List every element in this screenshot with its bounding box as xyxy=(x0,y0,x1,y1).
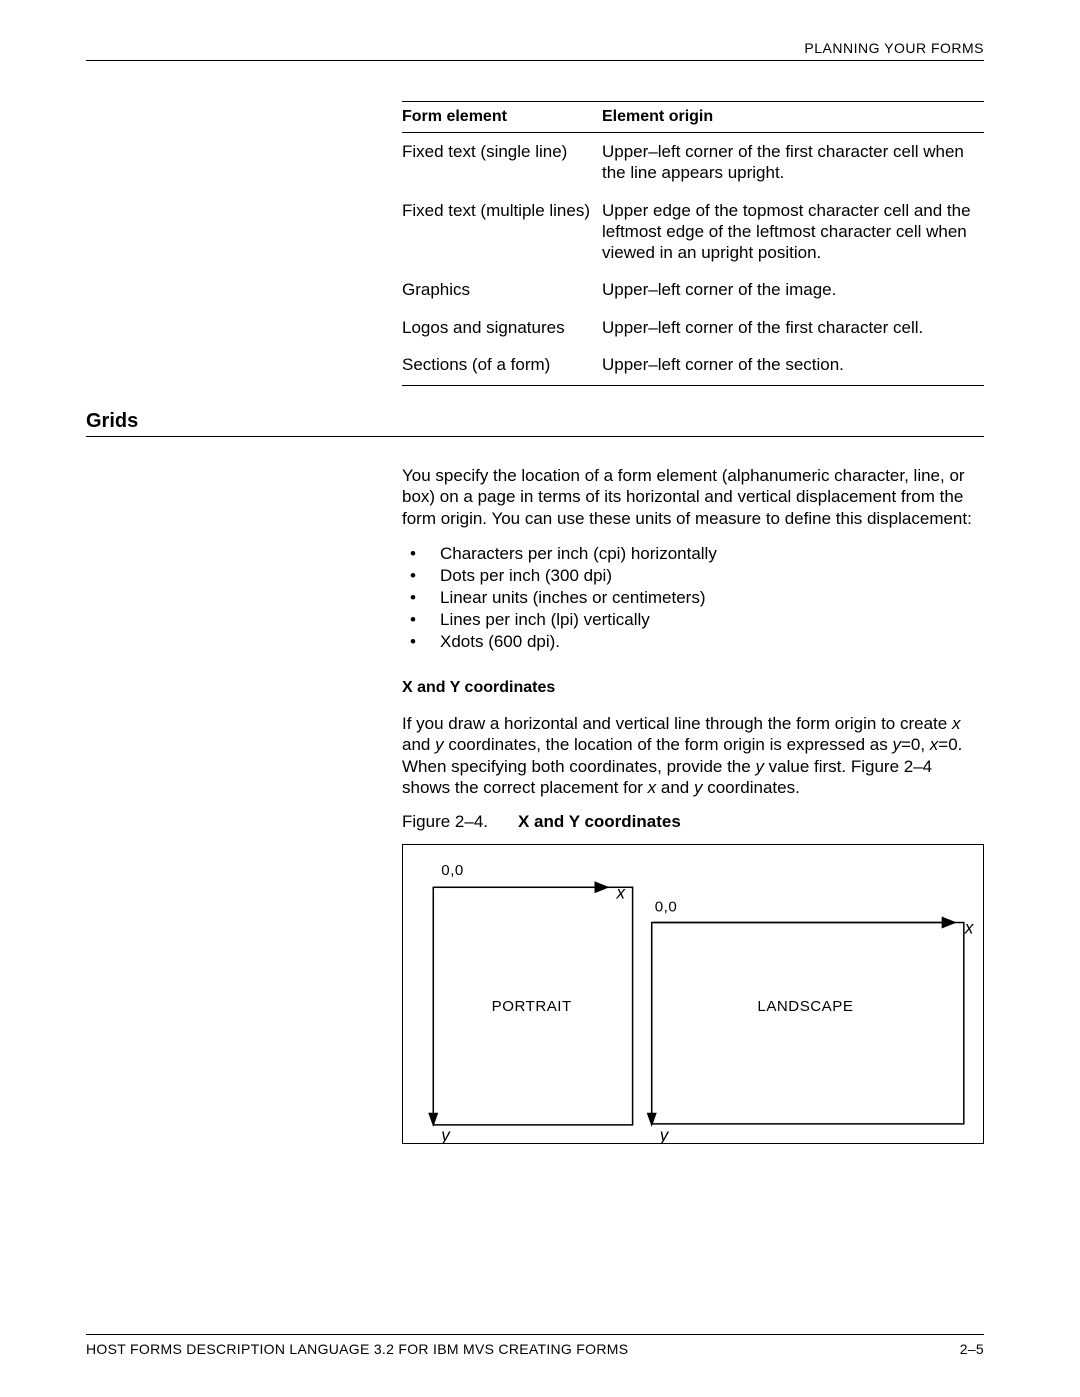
text-run: coordinates, the location of the form or… xyxy=(444,735,893,754)
table-row: Sections (of a form) Upper–left corner o… xyxy=(402,346,984,386)
cell-element: Fixed text (single line) xyxy=(402,133,602,192)
x-label-landscape: x xyxy=(964,919,975,938)
list-item: Dots per inch (300 dpi) xyxy=(402,565,984,587)
cell-element: Sections (of a form) xyxy=(402,346,602,386)
text-run: and xyxy=(402,735,435,754)
coord-paragraph: If you draw a horizontal and vertical li… xyxy=(402,713,984,798)
text-run-italic: x xyxy=(952,714,961,733)
elements-table-zone: Form element Element origin Fixed text (… xyxy=(402,101,984,386)
text-run-italic: y xyxy=(435,735,444,754)
cell-origin: Upper–left corner of the image. xyxy=(602,271,984,308)
subheading: X and Y coordinates xyxy=(402,679,984,697)
units-list: Characters per inch (cpi) horizontally D… xyxy=(402,543,984,653)
text-run: =0, xyxy=(901,735,930,754)
figure-number: Figure 2–4. xyxy=(402,812,488,831)
table-row: Graphics Upper–left corner of the image. xyxy=(402,271,984,308)
section-heading: Grids xyxy=(86,410,984,433)
cell-element: Graphics xyxy=(402,271,602,308)
text-run: and xyxy=(656,778,694,797)
cell-origin: Upper–left corner of the first character… xyxy=(602,309,984,346)
landscape-label: LANDSCAPE xyxy=(757,998,853,1015)
table-row: Fixed text (multiple lines) Upper edge o… xyxy=(402,192,984,272)
y-label-landscape: y xyxy=(659,1126,670,1143)
cell-element: Fixed text (multiple lines) xyxy=(402,192,602,272)
origin-label-portrait: 0,0 xyxy=(441,862,464,879)
text-run-italic: x xyxy=(648,778,657,797)
table-row: Fixed text (single line) Upper–left corn… xyxy=(402,133,984,192)
table-row: Logos and signatures Upper–left corner o… xyxy=(402,309,984,346)
text-run: If you draw a horizontal and vertical li… xyxy=(402,714,952,733)
landscape-rect xyxy=(652,923,964,1124)
figure-caption: Figure 2–4. X and Y coordinates xyxy=(402,812,984,832)
col2-header: Element origin xyxy=(602,102,984,133)
figure-xy-coordinates: 0,0 x y PORTRAIT 0,0 x y LA xyxy=(402,844,984,1144)
col1-header: Form element xyxy=(402,102,602,133)
footer-left: HOST FORMS DESCRIPTION LANGUAGE 3.2 FOR … xyxy=(86,1341,628,1357)
portrait-label: PORTRAIT xyxy=(492,998,572,1015)
list-item: Characters per inch (cpi) horizontally xyxy=(402,543,984,565)
intro-paragraph: You specify the location of a form eleme… xyxy=(402,465,984,529)
page-header: PLANNING YOUR FORMS xyxy=(86,40,984,61)
y-label-portrait: y xyxy=(440,1126,451,1143)
text-run: coordinates. xyxy=(702,778,799,797)
cell-element: Logos and signatures xyxy=(402,309,602,346)
cell-origin: Upper edge of the topmost character cell… xyxy=(602,192,984,272)
list-item: Linear units (inches or centimeters) xyxy=(402,587,984,609)
x-label-portrait: x xyxy=(615,884,626,903)
text-run-italic: y xyxy=(755,757,764,776)
list-item: Lines per inch (lpi) vertically xyxy=(402,609,984,631)
elements-table: Form element Element origin Fixed text (… xyxy=(402,101,984,386)
origin-label-landscape: 0,0 xyxy=(655,899,678,916)
cell-origin: Upper–left corner of the first character… xyxy=(602,133,984,192)
section-heading-row: Grids xyxy=(86,410,984,437)
text-run-italic: y xyxy=(892,735,901,754)
page-footer: HOST FORMS DESCRIPTION LANGUAGE 3.2 FOR … xyxy=(86,1334,984,1357)
list-item: Xdots (600 dpi). xyxy=(402,631,984,653)
cell-origin: Upper–left corner of the section. xyxy=(602,346,984,386)
landscape-y-arrowhead xyxy=(647,1113,657,1127)
figure-title: X and Y coordinates xyxy=(518,812,681,831)
footer-right: 2–5 xyxy=(960,1341,984,1357)
